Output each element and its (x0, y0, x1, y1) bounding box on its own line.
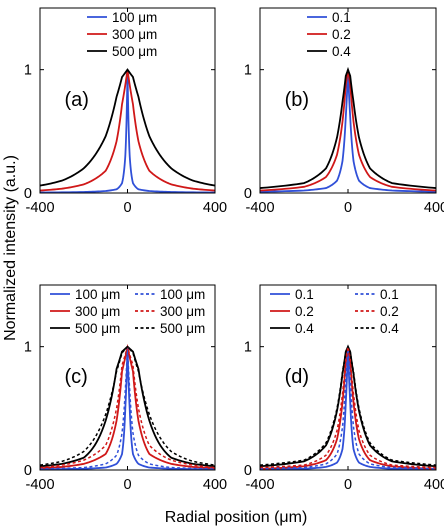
legend-label: 500 μm (112, 44, 157, 59)
series-group (260, 66, 436, 193)
legend-label: 0.2 (332, 27, 351, 42)
x-tick-label: 0 (344, 477, 352, 493)
figure-ylabel: Normalized intensity (a.u.) (2, 155, 19, 341)
legend: 100 μm 300 μm 500 μm 100 μm 300 μm 500 μm (50, 287, 205, 336)
series-line-6 (40, 345, 215, 466)
legend-label: 0.1 (332, 10, 351, 25)
figure-xlabel: Radial position (μm) (165, 509, 308, 526)
x-tick-label: 400 (203, 477, 227, 493)
y-tick-label: 0 (24, 186, 32, 202)
series-line-5 (260, 346, 436, 469)
y-tick-label: 0 (244, 186, 252, 202)
panel-label: (a) (65, 89, 89, 111)
legend-label: 100 μm (112, 10, 157, 25)
series-group (40, 68, 215, 193)
panel-label: (d) (285, 366, 309, 388)
x-tick-label: 0 (123, 477, 131, 493)
legend-label: 0.4 (380, 321, 399, 336)
series-line-3 (40, 68, 215, 187)
legend: 0.1 0.2 0.4 (307, 10, 351, 59)
legend-label: 0.2 (295, 304, 314, 319)
series-group (40, 343, 215, 470)
series-group (260, 344, 436, 470)
legend-label: 500 μm (160, 321, 205, 336)
legend-label: 0.2 (380, 304, 399, 319)
x-tick-label: 400 (424, 200, 444, 216)
x-tick-label: 400 (203, 200, 227, 216)
legend-label: 300 μm (75, 304, 120, 319)
series-line-6 (260, 344, 436, 466)
y-tick-label: 1 (244, 340, 252, 356)
legend-label: 0.1 (380, 287, 399, 302)
legend: 0.1 0.2 0.4 0.1 0.2 0.4 (270, 287, 399, 336)
legend: 100 μm 300 μm 500 μm (87, 10, 157, 59)
legend-label: 300 μm (160, 304, 205, 319)
legend-label: 500 μm (75, 321, 120, 336)
y-tick-label: 0 (24, 463, 32, 479)
series-line-3 (260, 66, 436, 189)
y-tick-label: 1 (24, 340, 32, 356)
legend-label: 100 μm (160, 287, 205, 302)
x-tick-label: -400 (245, 477, 274, 493)
legend-label: 300 μm (112, 27, 157, 42)
y-tick-label: 1 (24, 63, 32, 79)
x-tick-label: 0 (123, 200, 131, 216)
y-tick-label: 1 (244, 63, 252, 79)
series-line-1 (260, 69, 436, 193)
x-tick-label: -400 (25, 477, 54, 493)
legend-label: 0.4 (295, 321, 314, 336)
x-tick-label: -400 (25, 200, 54, 216)
legend-label: 0.1 (295, 287, 314, 302)
legend-label: 100 μm (75, 287, 120, 302)
panel-label: (c) (65, 366, 88, 388)
y-tick-label: 0 (244, 463, 252, 479)
panel-label: (b) (285, 89, 309, 111)
x-tick-label: -400 (245, 200, 274, 216)
legend-label: 0.4 (332, 44, 351, 59)
x-tick-label: 400 (424, 477, 444, 493)
x-tick-label: 0 (344, 200, 352, 216)
